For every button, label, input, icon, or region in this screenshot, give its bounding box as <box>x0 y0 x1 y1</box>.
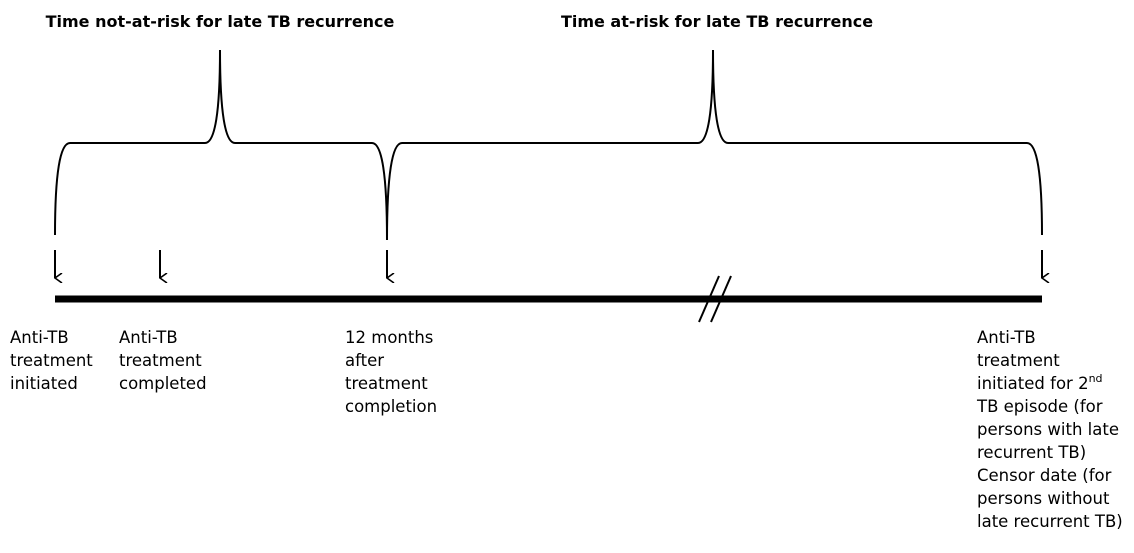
heading: Time not-at-risk for late TB recurrence <box>46 12 395 31</box>
label-line: completion <box>345 397 437 416</box>
label-line: Anti-TB <box>119 328 178 347</box>
label-line: initiated for 2nd <box>977 372 1103 393</box>
label-line: initiated <box>10 374 78 393</box>
label-line: treatment <box>10 351 93 370</box>
label-line: Censor date (for <box>977 466 1112 485</box>
label-line: treatment <box>977 351 1060 370</box>
heading: Time at-risk for late TB recurrence <box>561 12 873 31</box>
label-line: 12 months <box>345 328 433 347</box>
label-line: persons with late <box>977 420 1119 439</box>
label-line: recurrent TB) <box>977 443 1086 462</box>
label-line: Anti-TB <box>977 328 1036 347</box>
brace-at-risk <box>386 49 1043 241</box>
superscript: nd <box>1089 372 1103 385</box>
label-line: late recurrent TB) <box>977 512 1123 531</box>
break-mark <box>698 275 732 323</box>
label-text: initiated for 2 <box>977 374 1089 393</box>
label-line: TB episode (for <box>976 397 1103 416</box>
label-line: Anti-TB <box>10 328 69 347</box>
label-line: after <box>345 351 384 370</box>
brace-not-at-risk <box>54 49 388 241</box>
labels: Anti-TB treatment initiated Anti-TB treatmen… <box>10 328 1123 531</box>
label-line: completed <box>119 374 207 393</box>
label-line: treatment <box>119 351 202 370</box>
label-line: treatment <box>345 374 428 393</box>
label-line: persons without <box>977 489 1110 508</box>
